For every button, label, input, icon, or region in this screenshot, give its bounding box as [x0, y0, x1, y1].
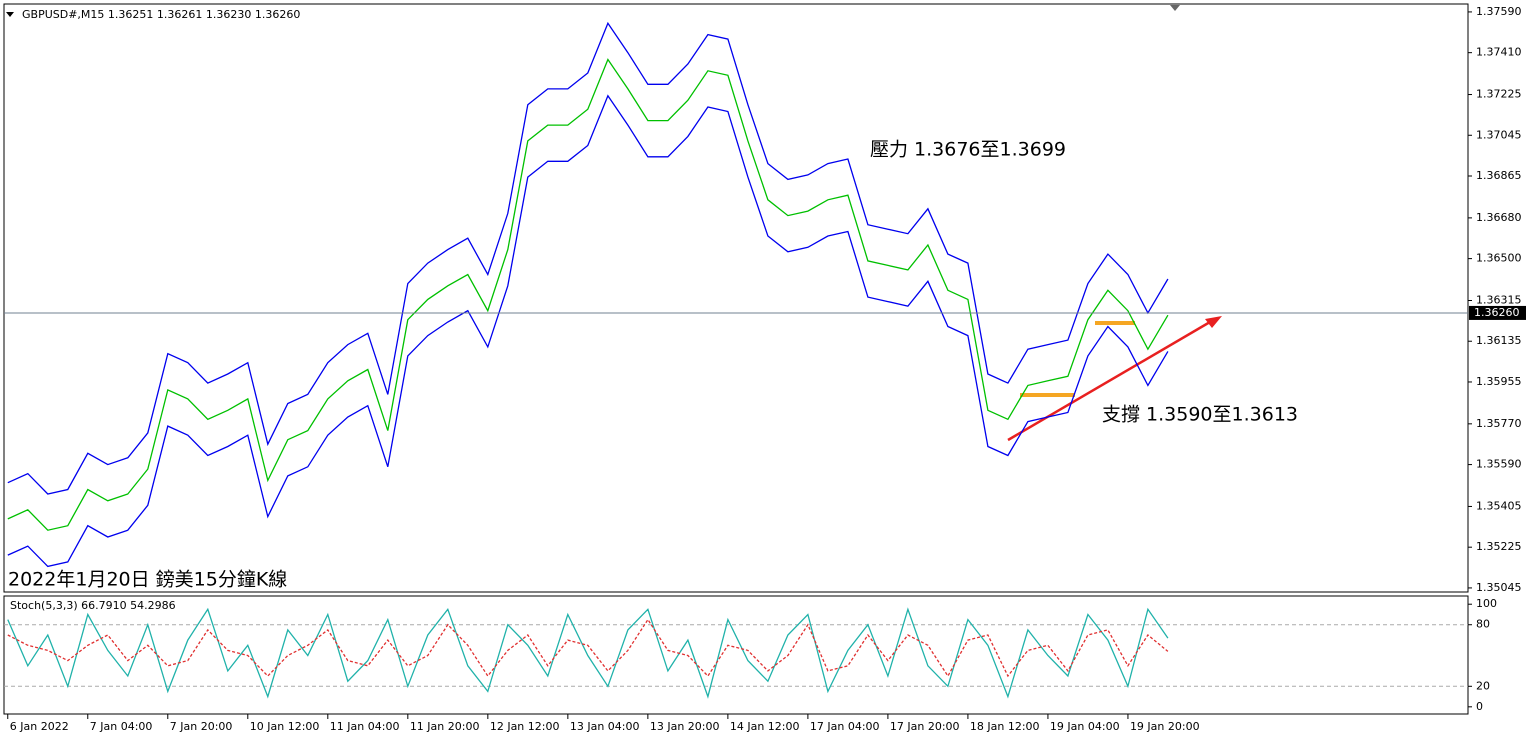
series-line	[7, 21, 1169, 495]
y-tick-label: 100	[1476, 597, 1497, 610]
y-tick-label: 1.36865	[1476, 169, 1522, 182]
series-line	[7, 618, 1169, 678]
x-tick-label: 17 Jan 20:00	[890, 720, 960, 733]
current-price-label: 1.36260	[1474, 306, 1520, 319]
stoch-title: Stoch(5,3,3) 66.7910 54.2986	[10, 599, 176, 612]
x-tick-label: 19 Jan 04:00	[1050, 720, 1120, 733]
series-line	[7, 58, 1169, 531]
trend-arrow-head	[1205, 316, 1222, 328]
y-tick-label: 80	[1476, 618, 1490, 631]
series-line	[7, 94, 1169, 568]
x-tick-label: 11 Jan 20:00	[410, 720, 480, 733]
x-tick-label: 10 Jan 12:00	[250, 720, 320, 733]
x-tick-label: 11 Jan 04:00	[330, 720, 400, 733]
y-tick-label: 1.36315	[1476, 293, 1522, 306]
x-tick-label: 6 Jan 2022	[10, 720, 69, 733]
x-tick-label: 7 Jan 04:00	[90, 720, 153, 733]
y-tick-label: 1.35955	[1476, 375, 1522, 388]
x-tick-label: 13 Jan 04:00	[570, 720, 640, 733]
x-tick-label: 17 Jan 04:00	[810, 720, 880, 733]
y-tick-label: 1.35405	[1476, 499, 1522, 512]
x-tick-label: 13 Jan 20:00	[650, 720, 720, 733]
x-tick-label: 19 Jan 20:00	[1130, 720, 1200, 733]
x-tick-label: 18 Jan 12:00	[970, 720, 1040, 733]
y-tick-label: 1.37225	[1476, 88, 1522, 101]
y-tick-label: 1.37410	[1476, 46, 1522, 59]
collapse-icon	[6, 12, 14, 17]
support-note: 支撐 1.3590至1.3613	[1102, 404, 1298, 426]
y-tick-label: 1.35770	[1476, 417, 1522, 430]
y-tick-label: 1.36680	[1476, 211, 1522, 224]
chart-title: GBPUSD#,M15 1.36251 1.36261 1.36230 1.36…	[22, 8, 300, 21]
current-price-box	[1469, 305, 1526, 320]
x-tick-label: 12 Jan 12:00	[490, 720, 560, 733]
trend-line	[1007, 320, 1211, 442]
x-tick-label: 14 Jan 12:00	[730, 720, 800, 733]
x-tick-label: 7 Jan 20:00	[170, 720, 233, 733]
series-line	[7, 607, 1169, 699]
resistance-note: 壓力 1.3676至1.3699	[870, 139, 1066, 161]
stoch-panel	[3, 595, 1469, 715]
main-panel	[3, 3, 1469, 593]
y-tick-label: 1.37590	[1476, 5, 1522, 18]
y-tick-label: 0	[1476, 700, 1483, 713]
y-tick-label: 1.37045	[1476, 128, 1522, 141]
y-tick-label: 1.35590	[1476, 458, 1522, 471]
y-tick-label: 1.35225	[1476, 540, 1522, 553]
chart-caption: 2022年1月20日 鎊美15分鐘K線	[8, 569, 287, 591]
shift-marker	[1170, 5, 1180, 11]
y-tick-label: 1.36500	[1476, 252, 1522, 265]
y-tick-label: 1.35045	[1476, 581, 1522, 594]
y-tick-label: 1.36135	[1476, 334, 1522, 347]
y-tick-label: 20	[1476, 679, 1490, 692]
